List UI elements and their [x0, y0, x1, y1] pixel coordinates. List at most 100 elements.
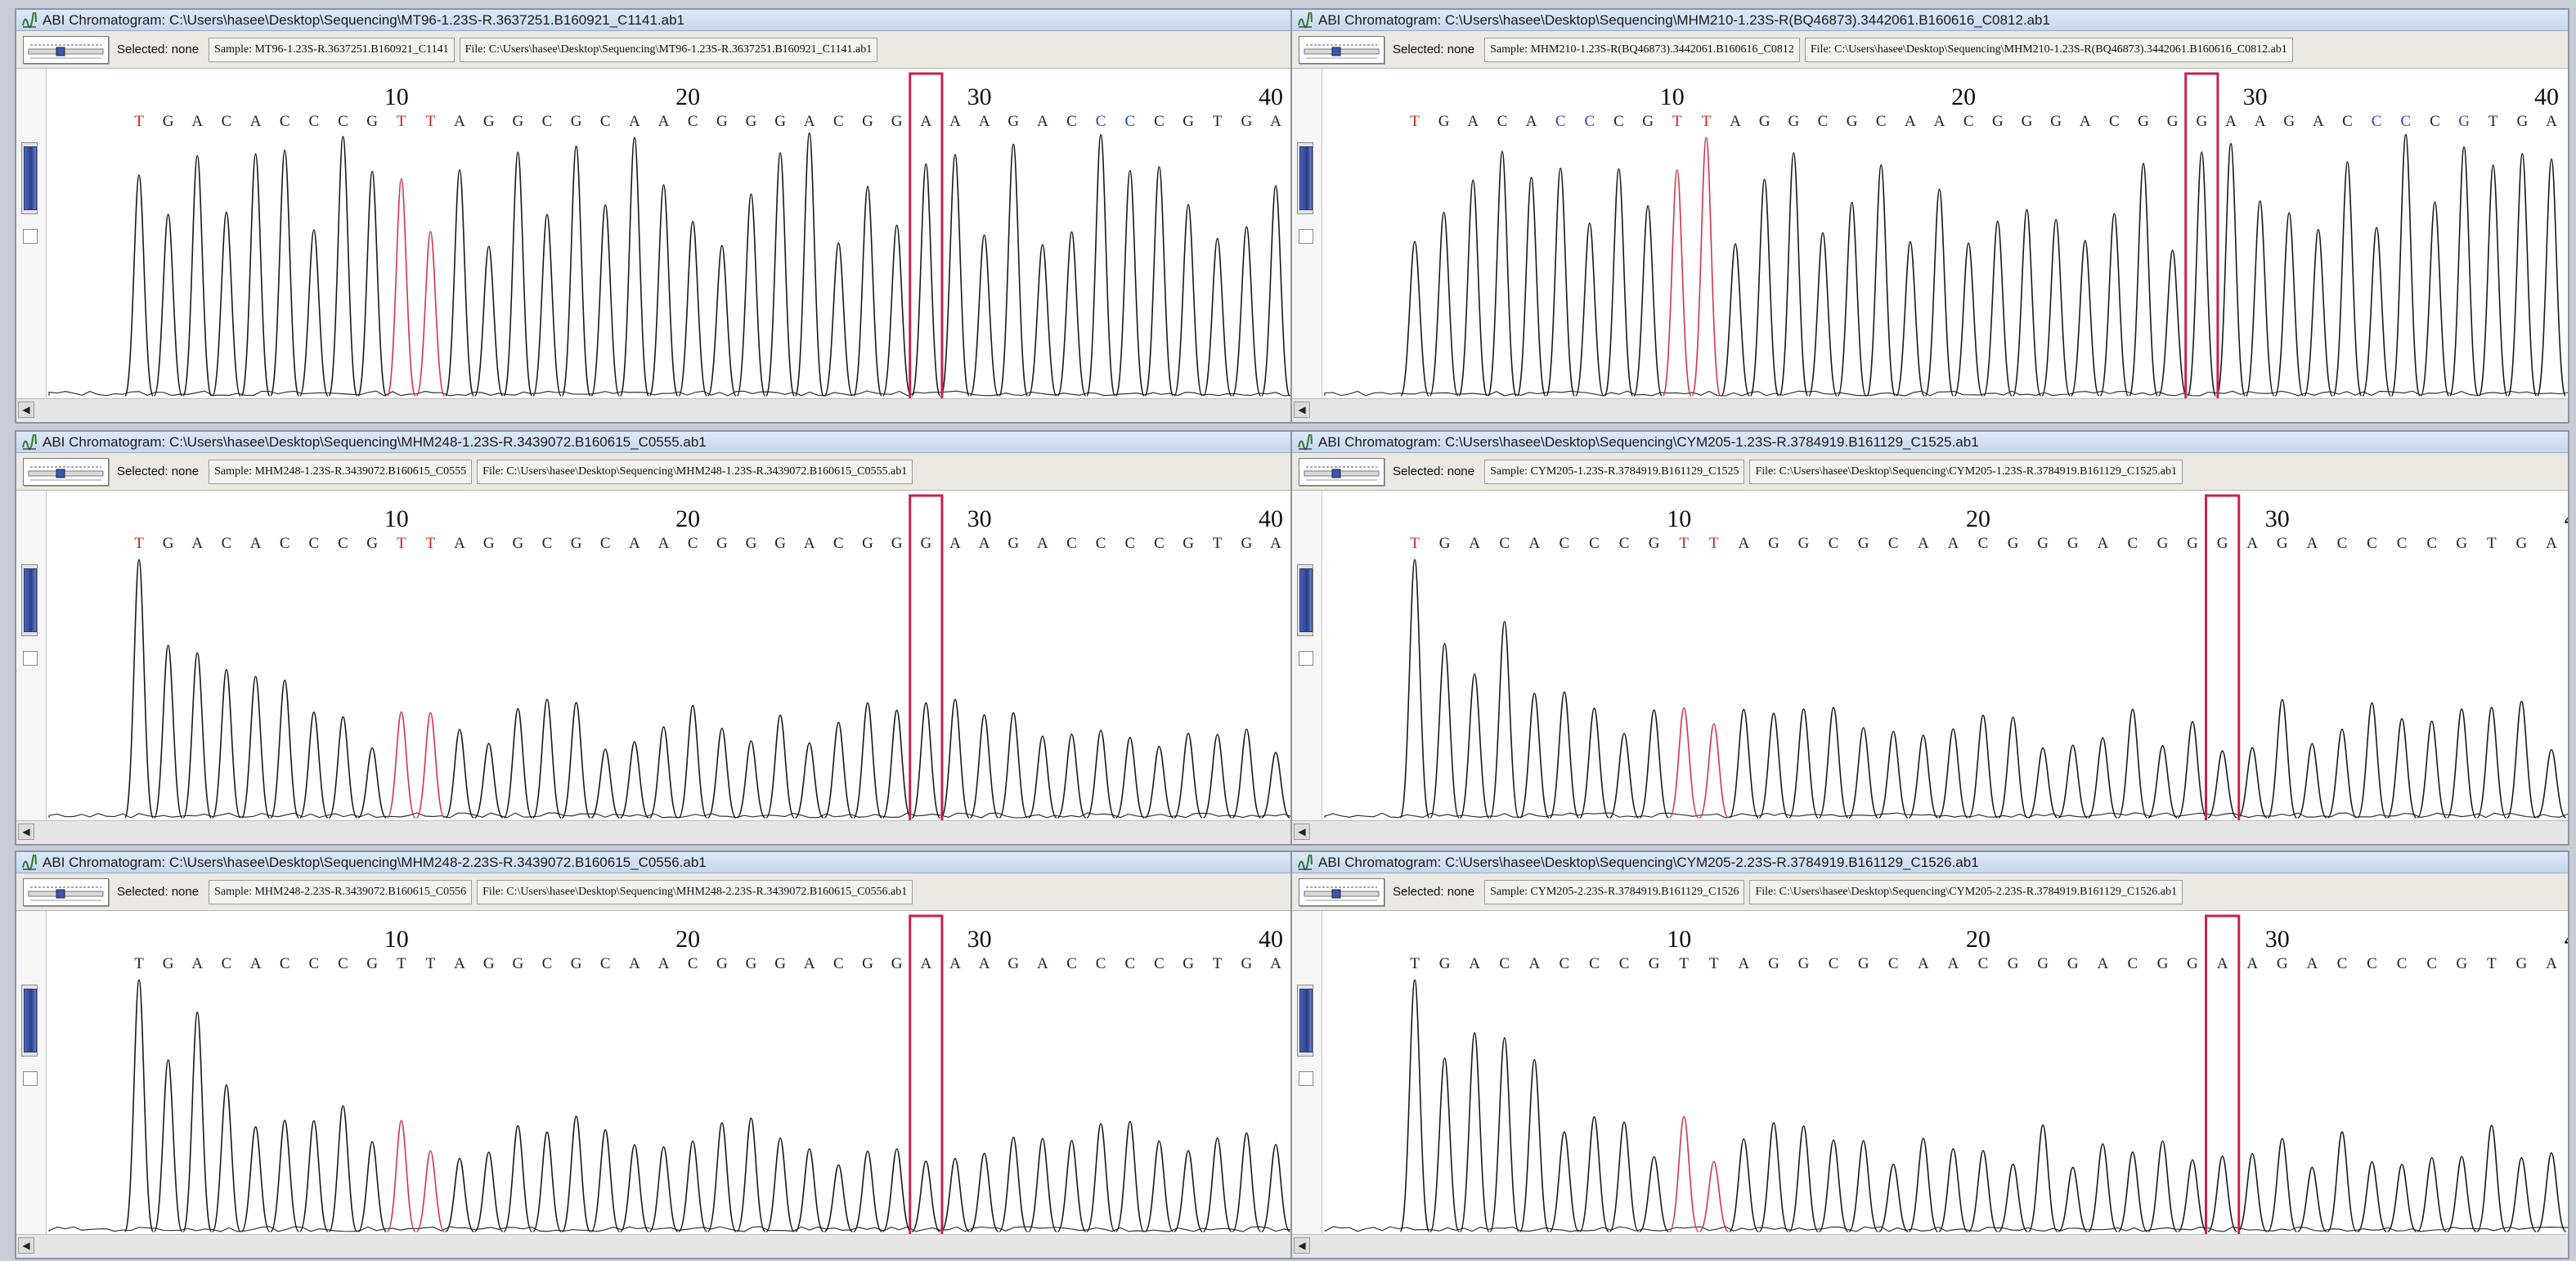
window-titlebar[interactable]: ABI Chromatogram: C:\Users\hasee\Desktop…: [16, 10, 1292, 31]
slider-thumb[interactable]: [1299, 568, 1313, 632]
zoom-control[interactable]: [1299, 877, 1384, 906]
window-titlebar[interactable]: ABI Chromatogram: C:\Users\hasee\Desktop…: [1292, 852, 2568, 873]
trace-peak: [2357, 702, 2387, 819]
window-titlebar[interactable]: ABI Chromatogram: C:\Users\hasee\Desktop…: [16, 432, 1292, 453]
scroll-left-arrow-icon[interactable]: ◀: [18, 402, 34, 418]
slider-thumb[interactable]: [24, 146, 37, 210]
chromatogram-window[interactable]: 10 20 30 40 T G A C A C C C G T T A G G C G C A A C G G G A C G G G A A G A…: [1290, 8, 2569, 424]
trace-baseline: [48, 812, 1292, 819]
trace-peak: [590, 748, 621, 819]
chromatogram-window[interactable]: 10 20 30 40 T G A C A C C C G T T A G G C G C A A C G G G A C G G A A A G A…: [15, 8, 1294, 424]
horizontal-scrollbar[interactable]: ◀: [16, 398, 1292, 422]
trace-peak: [561, 146, 591, 397]
chromatogram-window[interactable]: 10 20 30 40 T G A C A C C C G T T A G G C G C A A C G G G A C G G G A G A C…: [1290, 430, 2569, 846]
vertical-scale-slider[interactable]: [21, 564, 38, 636]
zoom-control[interactable]: [23, 35, 109, 64]
base-call: G: [512, 113, 523, 130]
base-call: A: [2546, 955, 2557, 972]
chromatogram-plot[interactable]: 10 20 30 40 T G A C A C C C G T T A G G C G C A A C G G G A C G G G A G A C…: [1292, 432, 2569, 824]
scroll-left-arrow-icon[interactable]: ◀: [1294, 402, 1310, 418]
option-checkbox[interactable]: [1299, 229, 1313, 244]
vertical-scale-slider[interactable]: [1297, 142, 1313, 214]
zoom-control[interactable]: [23, 457, 109, 486]
vertical-scale-slider[interactable]: [21, 142, 38, 214]
trace-peak: [1057, 231, 1087, 397]
trace-peak: [1788, 1125, 1819, 1232]
trace-peak: [212, 211, 241, 397]
option-checkbox[interactable]: [23, 651, 38, 666]
trace-peak: [2237, 747, 2268, 819]
position-number: 10: [1667, 505, 1691, 532]
chromatogram-window[interactable]: 10 20 30 40 T G A C A C C C G T T A G G C G C A A C G G G A C G G G A A G A…: [15, 430, 1294, 846]
option-checkbox[interactable]: [23, 1071, 38, 1086]
trace-peak: [2478, 164, 2508, 397]
base-call: A: [2097, 955, 2108, 972]
vertical-scale-slider[interactable]: [1297, 985, 1313, 1057]
window-titlebar[interactable]: ABI Chromatogram: C:\Users\hasee\Desktop…: [1292, 432, 2568, 453]
trace-peak: [1668, 1115, 1699, 1232]
base-call: G: [366, 535, 378, 552]
vertical-scale-slider[interactable]: [21, 985, 38, 1057]
slider-thumb[interactable]: [1299, 146, 1313, 210]
zoom-control[interactable]: [1299, 35, 1384, 64]
base-call: A: [2307, 535, 2318, 552]
base-call: G: [2187, 535, 2198, 552]
base-call: G: [716, 955, 728, 972]
chromatogram-plot[interactable]: 10 20 30 40T G A C A C C C G T T A G G C G C A A C G G G A C G G A A A G A…: [16, 852, 1294, 1238]
base-call: C: [309, 955, 320, 972]
base-call: A: [1730, 113, 1741, 130]
trace-peak: [2297, 743, 2327, 819]
base-call: G: [163, 113, 174, 130]
base-call: G: [716, 535, 728, 552]
horizontal-scrollbar[interactable]: ◀: [16, 1234, 1292, 1258]
chromatogram-window[interactable]: 10 20 30 40 T G A C A C C C G T T A G G C G C A A C G G G A C G G A A G A C…: [1290, 850, 2569, 1259]
sample-field: Sample: MT96-1.23S-R.3637251.B160921_C11…: [209, 37, 455, 62]
chromatogram-plot[interactable]: 10 20 30 40T G A C A C C C G T T A G G C G C A A C G G G A C G G G A A G A…: [16, 432, 1294, 824]
scroll-left-arrow-icon[interactable]: ◀: [1294, 1237, 1310, 1254]
trace-peak: [2446, 1156, 2477, 1232]
chromatogram-window[interactable]: 10 20 30 40 T G A C A C C C G T T A G G C G C A A C G G G A C G G A A A G A…: [15, 850, 1294, 1259]
chromatogram-icon: [1297, 854, 1313, 871]
position-number: 10: [1667, 926, 1691, 953]
trace-peak: [124, 174, 154, 397]
scroll-left-arrow-icon[interactable]: ◀: [18, 823, 34, 840]
vertical-scale-slider[interactable]: [1297, 564, 1313, 636]
scroll-left-arrow-icon[interactable]: ◀: [1294, 823, 1310, 840]
trace-peak: [1115, 1120, 1145, 1232]
chromatogram-toolbar: Selected: none Sample: MHM248-1.23S-R.34…: [16, 453, 1292, 491]
option-checkbox[interactable]: [1299, 1071, 1313, 1086]
chromatogram-plot[interactable]: 10 20 30 40 T G A C A C C C G T T A G G C G C A A C G G G A C G G A A G A C…: [1292, 852, 2569, 1238]
scroll-left-arrow-icon[interactable]: ◀: [18, 1237, 34, 1254]
base-call: A: [658, 955, 670, 972]
horizontal-scrollbar[interactable]: ◀: [1292, 1234, 2568, 1258]
trace-peak: [765, 714, 795, 819]
base-call: G: [2157, 535, 2169, 552]
horizontal-scrollbar[interactable]: ◀: [1292, 820, 2568, 844]
base-call: C: [1560, 955, 1570, 972]
trace-peak: [707, 245, 737, 397]
trace-peak: [1086, 134, 1116, 397]
base-call: G: [891, 113, 903, 130]
chromatogram-plot[interactable]: 10 20 30 40T G A C A C C C G T T A G G C G C A A C G G G A C G G A A A G A…: [16, 10, 1294, 402]
base-call: G: [1008, 113, 1019, 130]
horizontal-scrollbar[interactable]: ◀: [1292, 398, 2568, 422]
trace-peak: [911, 702, 941, 819]
zoom-control[interactable]: [23, 877, 109, 906]
window-titlebar[interactable]: ABI Chromatogram: C:\Users\hasee\Desktop…: [16, 852, 1292, 873]
zoom-control[interactable]: [1299, 457, 1384, 486]
slider-thumb[interactable]: [24, 989, 37, 1052]
trace-peak: [765, 1137, 795, 1232]
chromatogram-plot[interactable]: 10 20 30 40T G A C A C C C G T T A G G C G C A A C G G G A C G G G A A G A…: [1292, 10, 2569, 402]
window-titlebar[interactable]: ABI Chromatogram: C:\Users\hasee\Desktop…: [1292, 10, 2568, 31]
trace-peak: [182, 1011, 213, 1232]
option-checkbox[interactable]: [23, 229, 38, 244]
base-call: T: [1679, 955, 1689, 972]
trace-peak: [153, 1059, 183, 1232]
base-call: C: [338, 535, 348, 552]
horizontal-scrollbar[interactable]: ◀: [16, 820, 1292, 844]
option-checkbox[interactable]: [1299, 651, 1313, 666]
slider-thumb[interactable]: [24, 568, 37, 632]
base-call: C: [1066, 535, 1077, 552]
base-call: G: [512, 955, 523, 972]
slider-thumb[interactable]: [1299, 989, 1313, 1052]
